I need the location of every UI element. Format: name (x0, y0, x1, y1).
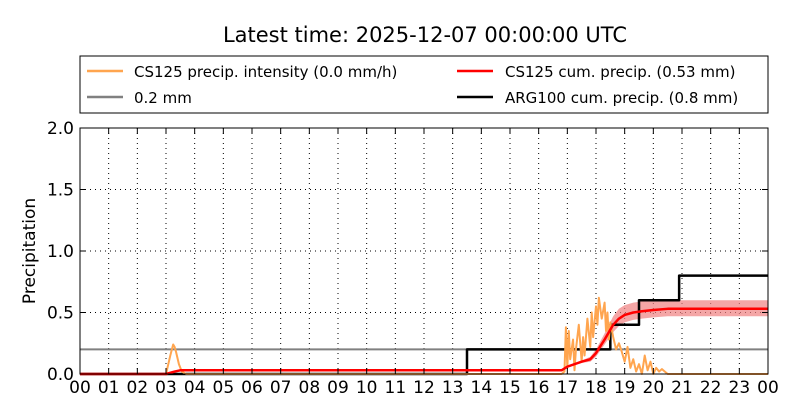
y-tick-label: 1.0 (47, 242, 74, 262)
x-tick-label: 00 (69, 378, 91, 398)
plot-frame (79, 127, 769, 375)
series-lines (80, 274, 768, 376)
y-tick-label: 2.0 (47, 119, 74, 139)
x-tick-label: 04 (184, 378, 206, 398)
legend-box (79, 55, 769, 114)
y-tick-label: 0.0 (47, 365, 74, 385)
x-tick-label: 08 (299, 378, 321, 398)
x-tick-label: 23 (729, 378, 751, 398)
x-tick-label: 19 (614, 378, 636, 398)
x-tick-label: 12 (413, 378, 435, 398)
grid-lines (80, 128, 768, 374)
x-axis-ticks: 00 01 02 03 04 05 06 07 08 09 10 11 12 13 14 15 16 17 18 19… (69, 128, 779, 398)
legend-label-intensity: CS125 precip. intensity (0.0 mm/h) (134, 63, 397, 81)
x-tick-label: 14 (471, 378, 493, 398)
x-tick-label: 21 (671, 378, 693, 398)
y-tick-label: 0.5 (47, 304, 74, 324)
y-axis-ticks: 0.0 0.5 1.0 1.5 2.0 (47, 119, 768, 385)
x-tick-label: 05 (213, 378, 235, 398)
x-tick-label: 09 (327, 378, 349, 398)
chart-title: Latest time: 2025-12-07 00:00:00 UTC (223, 23, 627, 47)
x-tick-label: 16 (528, 378, 550, 398)
x-tick-label: 18 (585, 378, 607, 398)
x-tick-label: 15 (499, 378, 521, 398)
x-tick-label: 07 (270, 378, 292, 398)
x-tick-label: 00 (757, 378, 779, 398)
y-tick-label: 1.5 (47, 181, 74, 201)
x-tick-label: 06 (241, 378, 263, 398)
cs125-cum-line (80, 307, 768, 376)
x-tick-label: 17 (557, 378, 579, 398)
x-tick-label: 11 (385, 378, 407, 398)
cum-precip-uncertainty-band (80, 300, 768, 374)
legend-label-arg100: ARG100 cum. precip. (0.8 mm) (505, 89, 738, 107)
x-tick-label: 10 (356, 378, 378, 398)
arg100-cum-line (80, 274, 768, 376)
x-tick-label: 13 (442, 378, 464, 398)
x-tick-label: 01 (98, 378, 120, 398)
x-tick-label: 20 (643, 378, 665, 398)
x-tick-label: 22 (700, 378, 722, 398)
cum-precip-band (80, 300, 768, 374)
y-axis-label: Precipitation (20, 198, 40, 304)
x-tick-label: 03 (155, 378, 177, 398)
legend-label-cs125-cum: CS125 cum. precip. (0.53 mm) (505, 63, 735, 81)
legend: CS125 precip. intensity (0.0 mm/h) CS125… (79, 55, 769, 114)
x-tick-label: 02 (127, 378, 149, 398)
legend-label-threshold: 0.2 mm (134, 89, 192, 107)
